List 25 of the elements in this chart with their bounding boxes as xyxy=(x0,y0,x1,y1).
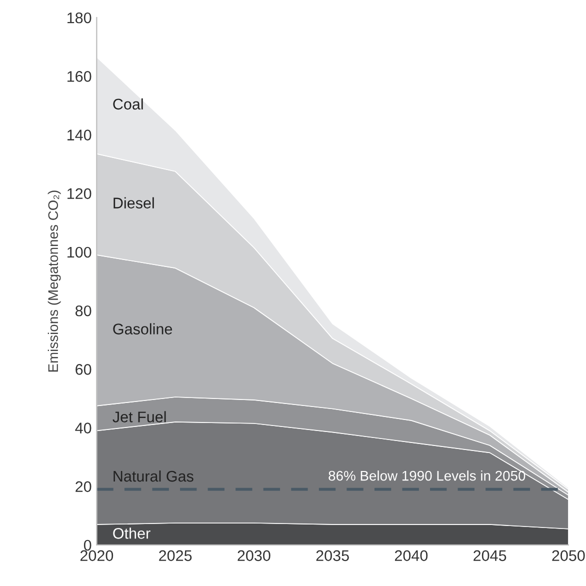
y-tick-label: 180 xyxy=(68,12,92,24)
x-tick-label: 2020 xyxy=(80,550,114,562)
y-tick-label: 0 xyxy=(84,540,92,551)
ref-line-label: 86% Below 1990 Levels in 2050 xyxy=(328,470,526,481)
series-label: Jet Fuel xyxy=(112,411,166,422)
x-tick-label: 2035 xyxy=(316,550,349,562)
series-label: Other xyxy=(113,528,150,539)
x-tick-label: 2045 xyxy=(474,550,506,562)
y-axis-title: Emissions (Megatonnes CO₂) xyxy=(48,190,61,372)
y-tick-label: 20 xyxy=(76,481,92,492)
series-label: Natural Gas xyxy=(114,470,194,482)
y-tick-label: 40 xyxy=(75,422,92,434)
y-tick-label: 80 xyxy=(76,305,92,316)
x-tick-label: 2030 xyxy=(238,550,270,562)
series-label: Gasoline xyxy=(113,323,172,334)
x-tick-label: 2025 xyxy=(159,550,192,562)
y-tick-label: 140 xyxy=(68,130,92,140)
y-tick-label: 60 xyxy=(76,364,92,375)
y-tick-label: 100 xyxy=(68,246,92,258)
series-label: Coal xyxy=(113,98,143,110)
y-tick-label: 160 xyxy=(68,71,92,82)
x-tick-label: 2040 xyxy=(394,550,428,562)
x-tick-label: 2050 xyxy=(552,550,585,562)
y-tick-label: 120 xyxy=(68,188,92,200)
series-label: Diesel xyxy=(114,197,154,208)
